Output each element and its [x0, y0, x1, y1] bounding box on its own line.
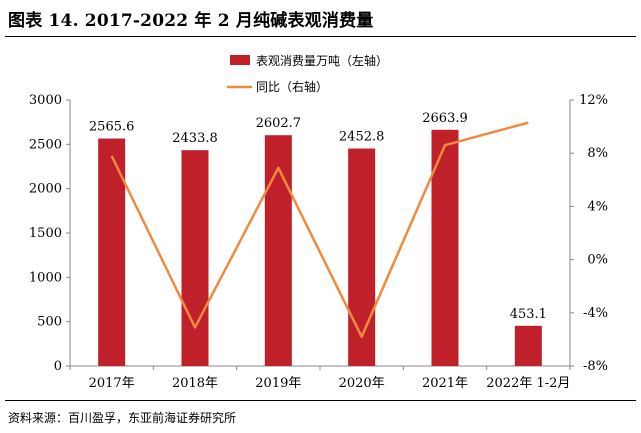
bar: [181, 150, 209, 366]
left-tick-label: 2500: [29, 137, 62, 152]
legend: 表观消费量万吨（左轴） 同比（右轴）: [227, 53, 388, 94]
left-tick-label: 3000: [29, 93, 62, 108]
right-tick-label: 8%: [587, 146, 608, 161]
left-tick-label: 1500: [29, 226, 62, 241]
title-rule: [5, 36, 636, 37]
x-tick-label: 2022年 1-2月: [486, 376, 570, 391]
bar-data-label: 453.1: [510, 307, 547, 322]
bar-data-label: 2433.8: [172, 131, 218, 146]
bar-labels: 2565.6 2433.8 2602.7 2452.8 2663.9 453.1: [89, 111, 547, 322]
bar-data-label: 2452.8: [339, 130, 385, 145]
yoy-line: [110, 121, 529, 338]
yoy-polyline: [110, 121, 529, 338]
bar: [348, 148, 376, 366]
bar-data-label: 2565.6: [89, 120, 135, 135]
right-axis-ticks: -8% -4% 0% 4% 8% 12%: [570, 93, 608, 374]
right-tick-label: 12%: [579, 93, 608, 108]
left-tick-label: 500: [37, 315, 62, 330]
legend-bar-label: 表观消费量万吨（左轴）: [256, 53, 388, 68]
left-tick-label: 2000: [29, 182, 62, 197]
axes: [69, 100, 571, 367]
left-tick-label: 0: [54, 359, 62, 374]
bar: [431, 129, 459, 366]
left-axis-ticks: 0 500 1000 1500 2000 2500 3000: [29, 93, 70, 374]
footer-rule: [5, 400, 636, 401]
bar: [514, 325, 542, 366]
x-axis-ticks: 2017年 2018年 2019年 2020年 2021年 2022年 1-2月: [69, 366, 571, 391]
right-tick-label: 0%: [587, 253, 608, 268]
legend-bar-swatch: [230, 55, 250, 65]
right-tick-label: -4%: [583, 306, 608, 321]
right-tick-label: 4%: [587, 199, 608, 214]
x-tick-label: 2018年: [172, 376, 218, 391]
x-tick-label: 2017年: [89, 376, 135, 391]
source-note: 资料来源：百川盈孚，东亚前海证券研究所: [8, 411, 237, 425]
x-tick-label: 2019年: [255, 376, 301, 391]
bars: [98, 129, 542, 366]
bar: [264, 135, 292, 366]
bar-data-label: 2602.7: [256, 116, 302, 131]
legend-line-label: 同比（右轴）: [256, 79, 328, 94]
bar-data-label: 2663.9: [422, 111, 468, 126]
x-tick-label: 2021年: [422, 376, 468, 391]
figure-title: 图表 14. 2017-2022 年 2 月纯碱表观消费量: [8, 11, 374, 31]
left-tick-label: 1000: [29, 270, 62, 285]
x-tick-label: 2020年: [339, 376, 385, 391]
right-tick-label: -8%: [583, 359, 608, 374]
